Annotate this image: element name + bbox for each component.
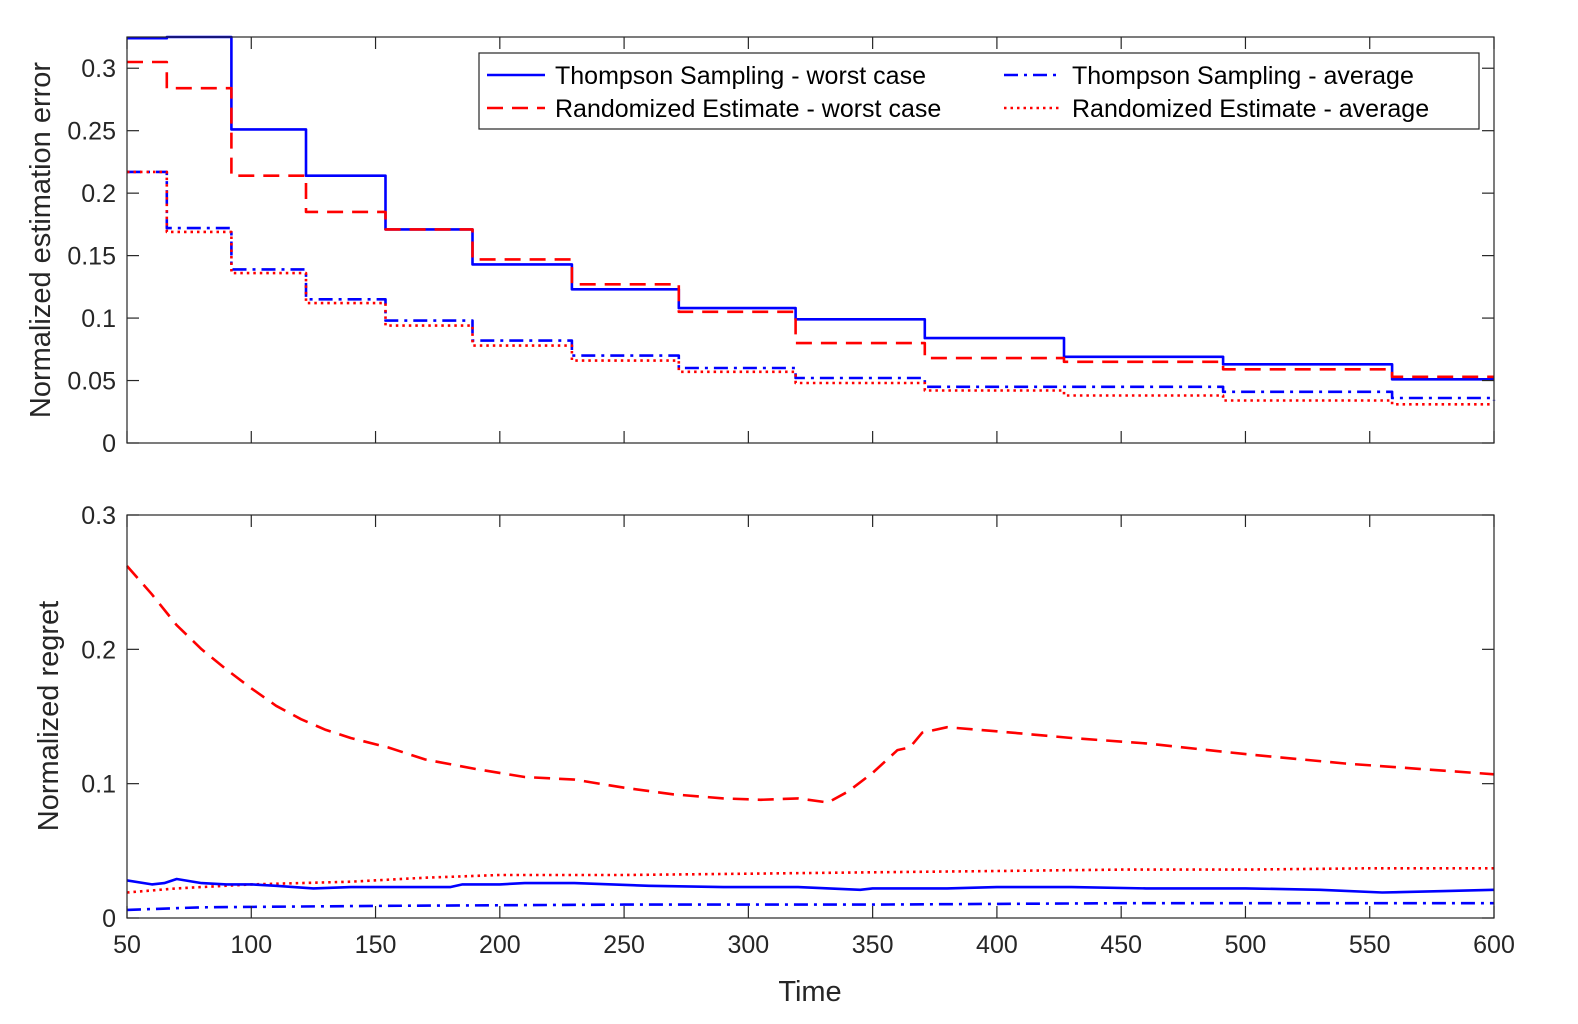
legend: Thompson Sampling - worst case Thompson S… (478, 52, 1480, 130)
legend-label-randomized-estimate-average: Randomized Estimate - average (1072, 95, 1429, 123)
bottom-y-tick-label: 0.2 (81, 636, 116, 664)
bottom-ticks: 50 100 150 200 250 300 350 400 450 500 550 600 0 0.1 0… (81, 502, 1515, 959)
top-y-tick-label: 0.25 (67, 118, 116, 146)
bottom-x-tick-label: 550 (1349, 931, 1391, 959)
bottom-x-tick-label: 100 (230, 931, 272, 959)
bottom-y-tick-label: 0 (102, 905, 116, 933)
legend-box (478, 52, 1480, 130)
top-y-tick-label: 0 (102, 430, 116, 458)
bottom-series-randomized-estimate-worst-case (126, 565, 1495, 804)
bottom-series-thompson-sampling-average (126, 901, 1494, 912)
legend-entries: Thompson Sampling - worst case Thompson S… (487, 62, 1429, 123)
bottom-x-tick-label: 400 (976, 931, 1018, 959)
legend-label-thompson-sampling-average: Thompson Sampling - average (1072, 62, 1414, 90)
top-y-tick-label: 0.15 (67, 243, 116, 271)
bottom-x-axis-label: Time (778, 976, 841, 1008)
top-axes-box (126, 36, 1495, 444)
bottom-x-tick-label: 350 (852, 931, 894, 959)
top-series-lines (127, 35, 1496, 406)
top-y-tick-label: 0.1 (81, 305, 116, 333)
top-y-tick-label: 0.2 (81, 180, 116, 208)
bottom-series-thompson-sampling-worst-case (126, 877, 1495, 894)
bottom-x-tick-label: 200 (479, 931, 521, 959)
top-series-randomized-estimate-worst-case (127, 60, 1494, 379)
bottom-axes-box (126, 514, 1495, 919)
top-estimation-error-chart: 0 0.05 0.1 0.15 0.2 0.25 0.3 Normalized estima… (25, 35, 1496, 458)
top-series-randomized-estimate-average (127, 170, 1494, 406)
bottom-x-tick-label: 250 (603, 931, 645, 959)
legend-label-thompson-sampling-worst-case: Thompson Sampling - worst case (555, 62, 926, 90)
bottom-x-tick-label: 300 (728, 931, 770, 959)
bottom-x-tick-label: 500 (1225, 931, 1267, 959)
bottom-y-tick-label: 0.3 (81, 502, 116, 530)
top-series-thompson-sampling-worst-case (127, 35, 1494, 381)
bottom-y-axis-label: Normalized regret (33, 601, 65, 831)
bottom-series-lines (126, 565, 1495, 912)
bottom-x-tick-label: 50 (113, 931, 141, 959)
top-series-thompson-sampling-average (127, 170, 1496, 401)
bottom-x-tick-label: 150 (355, 931, 397, 959)
bottom-series-randomized-estimate-average (126, 867, 1494, 894)
top-y-tick-label: 0.05 (67, 368, 116, 396)
bottom-x-tick-label: 450 (1100, 931, 1142, 959)
bottom-y-tick-label: 0.1 (81, 771, 116, 799)
bottom-x-tick-label: 600 (1473, 931, 1515, 959)
legend-label-randomized-estimate-worst-case: Randomized Estimate - worst case (555, 95, 941, 123)
top-ticks: 0 0.05 0.1 0.15 0.2 0.25 0.3 (67, 37, 1495, 458)
top-y-axis-label: Normalized estimation error (25, 62, 57, 419)
bottom-regret-chart: 50 100 150 200 250 300 350 400 450 500 550 600 0 0.1 0… (33, 502, 1515, 1008)
top-y-tick-label: 0.3 (81, 55, 116, 83)
